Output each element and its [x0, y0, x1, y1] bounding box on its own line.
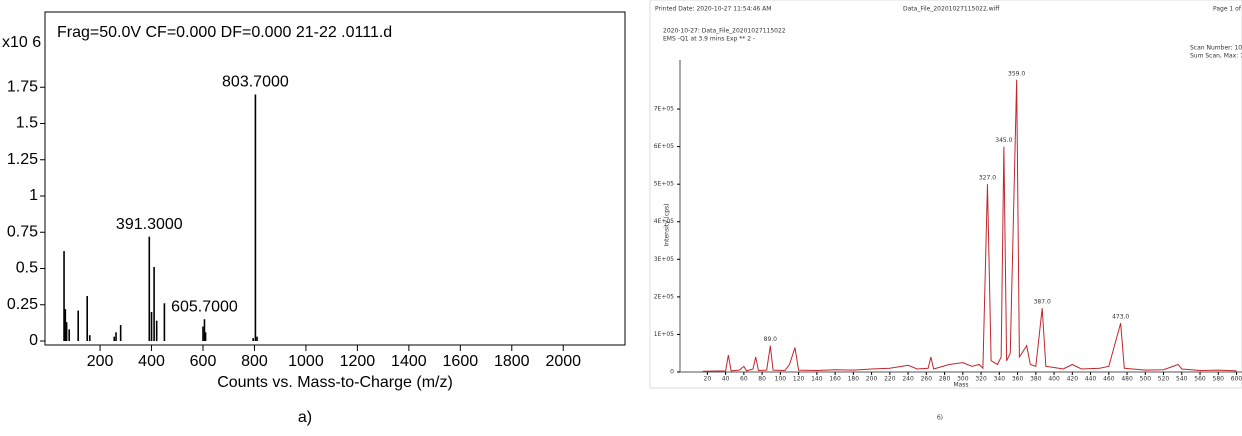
peak-label: 605.7000 — [171, 298, 238, 315]
x-tick-label: 340 — [994, 376, 1006, 383]
x-tick-label: 500 — [1140, 376, 1152, 383]
x-axis-label: Mass — [953, 382, 968, 389]
peak-label: 473.0 — [1112, 314, 1129, 321]
y-multiplier: x10 6 — [2, 34, 41, 51]
panel-a: Frag=50.0V CF=0.000 DF=0.000 21-22 .0111… — [2, 11, 626, 426]
x-tick-label: 80 — [758, 376, 766, 383]
x-tick-label: 1800 — [494, 353, 530, 370]
x-tick-label: 160 — [829, 376, 841, 383]
x-tick-label: 420 — [1067, 376, 1079, 383]
panel-frame — [649, 0, 1242, 389]
x-tick-label: 360 — [1012, 376, 1024, 383]
x-tick-label: 180 — [848, 376, 860, 383]
plot-frame — [44, 11, 626, 346]
x-tick-label: 580 — [1213, 376, 1225, 383]
x-axis-label: Counts vs. Mass-to-Charge (m/z) — [217, 374, 453, 391]
peak-label: 803.7000 — [222, 74, 289, 91]
y-tick-label: 0.75 — [7, 223, 38, 240]
x-tick-label: 400 — [1048, 376, 1060, 383]
x-tick-label: 1400 — [391, 353, 427, 370]
spectrum-line — [702, 79, 1237, 372]
peak-label: 391.3000 — [116, 216, 183, 233]
y-axis-label: Intensity (cps) — [664, 204, 671, 247]
x-tick-label: 240 — [902, 376, 914, 383]
x-tick-label: 40 — [722, 376, 730, 383]
caption: а) — [298, 409, 312, 426]
header-text: Data_File_20201027115022.wiff — [903, 6, 1000, 13]
y-tick-label: 0 — [29, 332, 38, 349]
peak-label: 387.0 — [1034, 299, 1051, 306]
chart-subtitle: EMS -Q1 at 3.9 mins Exp ** 2 - — [663, 36, 755, 43]
y-tick-label: 0.25 — [7, 296, 38, 313]
x-tick-label: 280 — [939, 376, 951, 383]
x-tick-label: 100 — [775, 376, 787, 383]
scan-info: Scan Number: 10 — [1190, 45, 1242, 52]
y-tick-label: 6E+05 — [654, 143, 674, 150]
x-tick-label: 320 — [975, 376, 987, 383]
x-tick-label: 460 — [1103, 376, 1115, 383]
x-tick-label: 1600 — [443, 353, 479, 370]
x-tick-label: 200 — [87, 353, 114, 370]
x-tick-label: 560 — [1194, 376, 1206, 383]
x-tick-label: 600 — [1231, 376, 1242, 383]
x-tick-label: 140 — [811, 376, 823, 383]
header-text: Printed Date: 2020-10-27 11:54:46 AM — [655, 6, 771, 13]
x-tick-label: 200 — [866, 376, 878, 383]
x-tick-label: 520 — [1158, 376, 1170, 383]
x-tick-label: 380 — [1030, 376, 1042, 383]
x-tick-label: 260 — [921, 376, 933, 383]
y-tick-label: 7E+05 — [654, 106, 674, 113]
y-tick-label: 2E+05 — [654, 293, 674, 300]
peak-label: 327.0 — [979, 175, 996, 182]
panel-b: Printed Date: 2020-10-27 11:54:46 AM Data… — [654, 6, 1242, 422]
caption: б) — [937, 415, 943, 422]
x-tick-label: 20 — [704, 376, 712, 383]
y-tick-label: 5E+05 — [654, 181, 674, 188]
y-tick-label: 0 — [670, 369, 674, 376]
x-tick-label: 800 — [241, 353, 268, 370]
x-tick-label: 1000 — [288, 353, 324, 370]
y-tick-label: 3E+05 — [654, 256, 674, 263]
chart-title: Frag=50.0V CF=0.000 DF=0.000 21-22 .0111… — [57, 24, 392, 41]
x-tick-label: 400 — [138, 353, 165, 370]
y-tick-label: 1 — [29, 187, 38, 204]
x-tick-label: 540 — [1176, 376, 1188, 383]
chart-title: 2020-10-27: Data_File_20201027115022 — [663, 28, 786, 35]
y-tick-label: 1.25 — [7, 151, 38, 168]
peak-label: 89.0 — [764, 336, 778, 343]
peak-label: 359.0 — [1008, 70, 1025, 77]
x-tick-label: 2000 — [545, 353, 581, 370]
x-tick-label: 60 — [740, 376, 748, 383]
x-tick-label: 220 — [884, 376, 896, 383]
x-tick-label: 480 — [1121, 376, 1133, 383]
y-tick-label: 1.75 — [7, 78, 38, 95]
y-tick-label: 0.5 — [16, 260, 38, 277]
scan-info: Sum Scan, Max: 7.78e+5 cps — [1190, 53, 1242, 60]
header-text: Page 1 of 1 — [1213, 6, 1242, 13]
y-tick-label: 1E+05 — [654, 331, 674, 338]
peak-label: 345.0 — [995, 137, 1012, 144]
x-tick-label: 440 — [1085, 376, 1097, 383]
x-tick-label: 600 — [190, 353, 217, 370]
y-tick-label: 1.5 — [16, 115, 38, 132]
x-tick-label: 120 — [793, 376, 805, 383]
x-tick-label: 1200 — [340, 353, 376, 370]
y-tick-label: 4E+05 — [654, 218, 674, 225]
x-tick-label: 300 — [957, 376, 969, 383]
